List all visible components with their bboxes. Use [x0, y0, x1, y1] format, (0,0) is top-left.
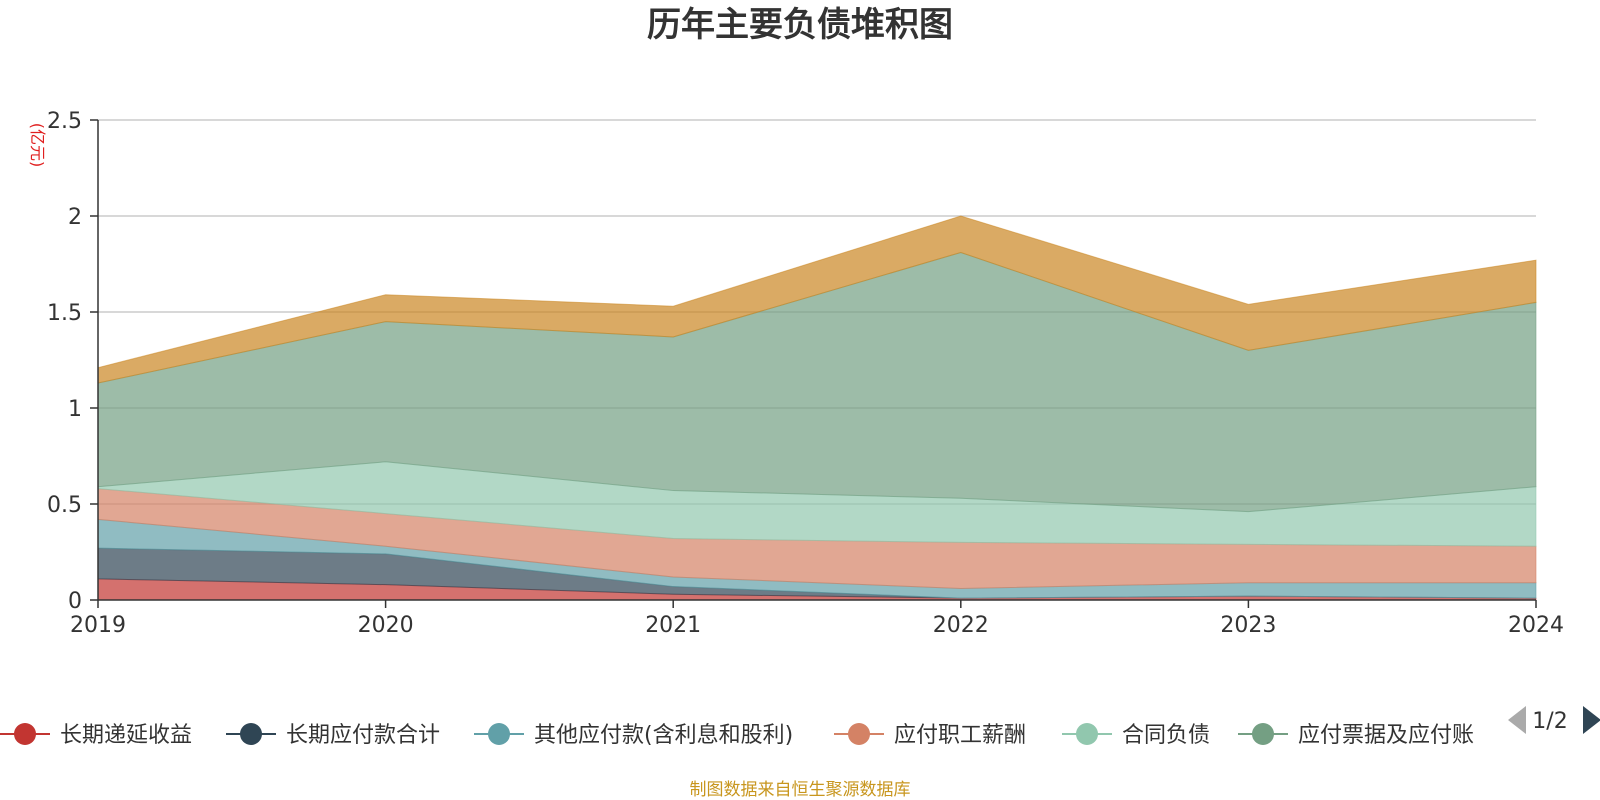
legend-item[interactable]: 应付票据及应付账 — [1238, 723, 1474, 748]
legend-marker-icon — [848, 723, 870, 745]
legend-item[interactable]: 长期递延收益 — [0, 723, 192, 748]
legend-item[interactable]: 其他应付款(含利息和股利) — [474, 723, 793, 748]
axes — [97, 120, 1536, 601]
legend[interactable]: 长期递延收益 长期应付款合计 其他应付款(含利息和股利) 应付职工薪酬 合同负债 应付票据… — [0, 723, 1474, 748]
legend-item[interactable]: 应付职工薪酬 — [834, 723, 1026, 748]
y-tick-label: 2 — [68, 205, 82, 230]
legend-item[interactable]: 合同负债 — [1062, 723, 1210, 748]
y-tick-label: 0.5 — [47, 493, 82, 518]
legend-label: 其他应付款(含利息和股利) — [534, 723, 793, 748]
y-tick-label: 2.5 — [47, 109, 82, 134]
legend-marker-icon — [240, 723, 262, 745]
x-tick-label: 2023 — [1220, 613, 1276, 638]
x-tick-label: 2020 — [358, 613, 414, 638]
legend-next-page-icon[interactable] — [1583, 706, 1600, 734]
area-series-group — [97, 215, 1537, 601]
y-tick-label: 0 — [68, 589, 82, 614]
x-tick-label: 2022 — [933, 613, 989, 638]
y-tick-label: 1 — [68, 397, 82, 422]
legend-prev-page-icon[interactable] — [1508, 706, 1526, 734]
legend-label: 长期应付款合计 — [286, 723, 440, 748]
x-tick-label: 2024 — [1508, 613, 1564, 638]
y-tick-label: 1.5 — [47, 301, 82, 326]
legend-marker-icon — [14, 723, 36, 745]
legend-page-indicator: 1/2 — [1532, 709, 1567, 734]
y-axis-tick-labels: 0 0.5 1 1.5 2 2.5 — [47, 109, 82, 614]
area-series[interactable] — [97, 215, 1537, 384]
chart-title: 历年主要负债堆积图 — [647, 5, 953, 45]
legend-marker-icon — [1076, 723, 1098, 745]
legend-label: 应付职工薪酬 — [894, 723, 1026, 748]
legend-marker-icon — [1252, 723, 1274, 745]
data-source-note: 制图数据来自恒生聚源数据库 — [690, 780, 911, 800]
legend-label: 合同负债 — [1122, 723, 1210, 748]
x-axis-tick-labels: 2019 2020 2021 2022 2023 2024 — [70, 600, 1564, 638]
legend-pager[interactable]: 1/2 — [1508, 706, 1600, 734]
legend-label: 长期递延收益 — [60, 723, 192, 748]
legend-label: 应付票据及应付账 — [1298, 723, 1474, 748]
x-tick-label: 2019 — [70, 613, 126, 638]
y-axis-unit-label: (亿元) — [28, 123, 47, 168]
legend-item[interactable]: 长期应付款合计 — [226, 723, 440, 748]
x-tick-label: 2021 — [645, 613, 701, 638]
legend-marker-icon — [488, 723, 510, 745]
